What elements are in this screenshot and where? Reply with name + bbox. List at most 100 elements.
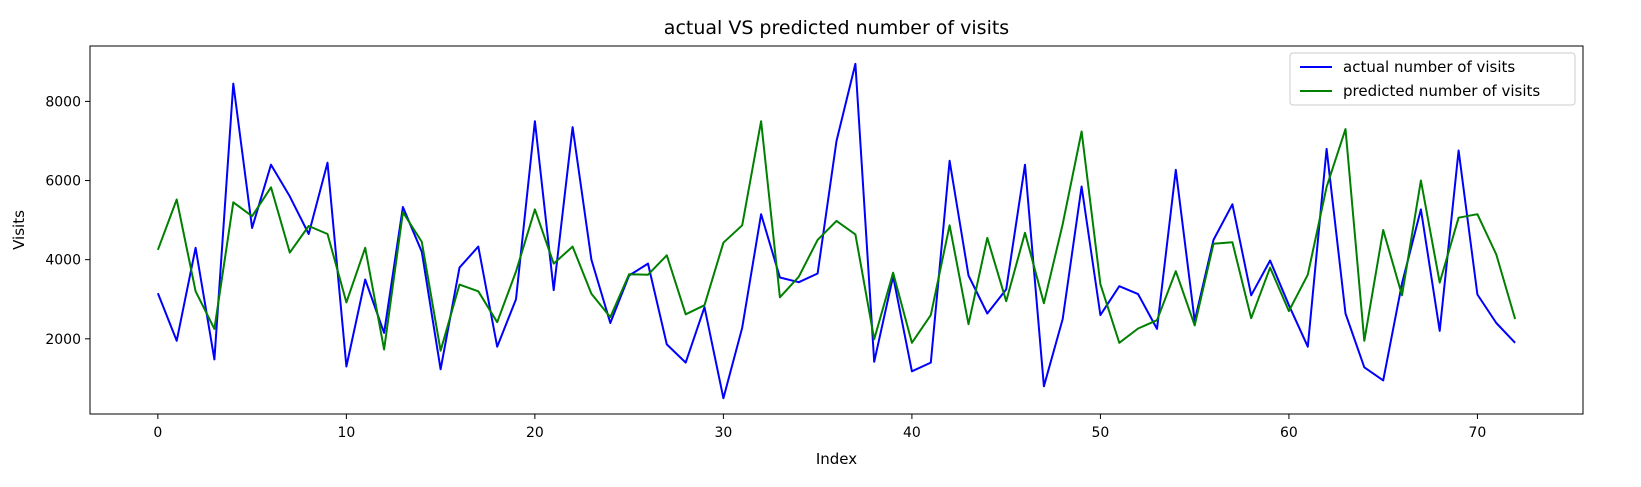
data-point [1288, 304, 1290, 306]
data-point [1194, 325, 1196, 327]
data-point [1119, 285, 1121, 287]
data-point [195, 247, 197, 249]
data-point [308, 233, 310, 235]
data-point [987, 313, 989, 315]
data-point [610, 316, 612, 318]
data-point [1137, 328, 1139, 330]
x-axis: 0 10 20 30 40 50 60 70 [153, 414, 1486, 441]
data-point [704, 306, 706, 308]
data-point [157, 293, 159, 295]
data-point [515, 271, 517, 273]
data-point [1477, 213, 1479, 215]
data-point [1043, 386, 1045, 388]
data-point [1156, 319, 1158, 321]
data-point [553, 263, 555, 265]
data-point [1514, 342, 1516, 344]
data-point [327, 162, 329, 164]
data-point [892, 272, 894, 274]
data-point [779, 297, 781, 299]
x-tick-label: 40 [903, 425, 921, 441]
data-point [1269, 267, 1271, 269]
data-point [741, 327, 743, 329]
data-point [1439, 330, 1441, 332]
data-point [515, 298, 517, 300]
x-tick-label: 0 [153, 425, 162, 441]
data-point [1213, 239, 1215, 241]
y-axis-label: Visits [10, 210, 28, 250]
data-point [1382, 229, 1384, 231]
data-point [1005, 300, 1007, 302]
data-point [1382, 380, 1384, 382]
data-point [817, 273, 819, 275]
series-predicted [156, 120, 1517, 352]
data-point [873, 338, 875, 340]
data-point [270, 187, 272, 189]
chart-title: actual VS predicted number of visits [664, 17, 1009, 39]
data-point [741, 225, 743, 227]
data-point [855, 63, 857, 65]
data-point [251, 215, 253, 217]
data-point [1156, 328, 1158, 330]
data-point [1043, 302, 1045, 304]
data-point [383, 332, 385, 334]
data-point [1250, 317, 1252, 319]
data-point [647, 263, 649, 265]
data-point [1458, 217, 1460, 219]
data-point [760, 213, 762, 215]
data-point [478, 246, 480, 248]
data-point [270, 164, 272, 166]
data-point [1062, 318, 1064, 320]
data-point [1175, 169, 1177, 171]
data-point [1213, 243, 1215, 245]
data-point [1175, 270, 1177, 272]
data-point [1496, 322, 1498, 324]
data-point [214, 359, 216, 361]
data-point [251, 227, 253, 229]
data-point [760, 120, 762, 122]
data-point [1307, 346, 1309, 348]
data-point [308, 225, 310, 227]
data-point [572, 246, 574, 248]
data-point [1401, 295, 1403, 297]
data-point [1477, 294, 1479, 296]
data-point [855, 234, 857, 236]
data-point [1269, 260, 1271, 262]
data-point [402, 211, 404, 213]
data-point [798, 276, 800, 278]
data-point [949, 160, 951, 162]
data-point [459, 284, 461, 286]
data-point [1496, 254, 1498, 256]
data-point [1420, 209, 1422, 211]
data-point [421, 251, 423, 253]
data-point [496, 346, 498, 348]
data-point [327, 233, 329, 235]
data-point [195, 291, 197, 293]
x-tick-label: 50 [1092, 425, 1110, 441]
data-point [628, 274, 630, 276]
legend-label: actual number of visits [1343, 58, 1515, 76]
data-point [1005, 289, 1007, 291]
data-point [911, 371, 913, 373]
data-point [157, 249, 159, 251]
data-point [364, 247, 366, 249]
data-point [383, 349, 385, 351]
data-point [1326, 186, 1328, 188]
data-point [836, 220, 838, 222]
y-tick-label: 4000 [45, 253, 81, 269]
data-point [440, 369, 442, 371]
data-point [817, 239, 819, 241]
data-point [666, 255, 668, 257]
data-point [1137, 293, 1139, 295]
data-point [647, 274, 649, 276]
data-point [176, 340, 178, 342]
x-tick-label: 30 [714, 425, 732, 441]
data-point [1514, 318, 1516, 320]
data-point [836, 140, 838, 142]
data-point [1364, 340, 1366, 342]
data-point [685, 362, 687, 364]
data-point [440, 350, 442, 352]
data-point [402, 206, 404, 208]
data-point [1439, 282, 1441, 284]
data-point [572, 126, 574, 128]
